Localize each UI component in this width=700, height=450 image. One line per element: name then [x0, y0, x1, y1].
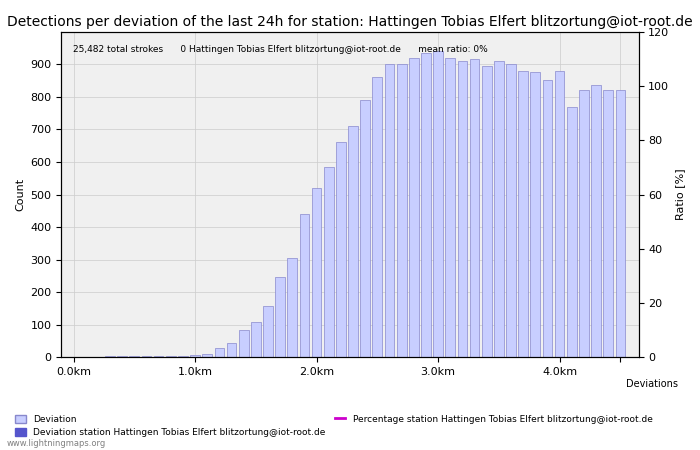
- Text: Deviations: Deviations: [626, 378, 678, 389]
- Bar: [202, 354, 212, 357]
- Text: www.lightningmaps.org: www.lightningmaps.org: [7, 439, 106, 448]
- Bar: [518, 71, 528, 357]
- Y-axis label: Ratio [%]: Ratio [%]: [675, 169, 685, 220]
- Bar: [227, 343, 237, 357]
- Bar: [251, 322, 260, 357]
- Bar: [384, 64, 394, 357]
- Bar: [300, 214, 309, 357]
- Bar: [312, 188, 321, 357]
- Bar: [105, 356, 115, 357]
- Y-axis label: Count: Count: [15, 178, 25, 211]
- Bar: [542, 81, 552, 357]
- Bar: [567, 107, 577, 357]
- Bar: [214, 348, 224, 357]
- Bar: [154, 356, 164, 357]
- Legend: Deviation, Deviation station Hattingen Tobias Elfert blitzortung@iot-root.de, Pe: Deviation, Deviation station Hattingen T…: [11, 411, 656, 441]
- Bar: [470, 59, 480, 357]
- Bar: [288, 258, 297, 357]
- Bar: [239, 330, 248, 357]
- Bar: [615, 90, 625, 357]
- Bar: [409, 58, 419, 357]
- Bar: [592, 86, 601, 357]
- Bar: [324, 167, 334, 357]
- Bar: [531, 72, 540, 357]
- Bar: [421, 53, 430, 357]
- Bar: [482, 66, 491, 357]
- Bar: [372, 77, 382, 357]
- Bar: [178, 356, 188, 357]
- Bar: [141, 356, 151, 357]
- Bar: [118, 356, 127, 357]
- Bar: [555, 71, 564, 357]
- Bar: [130, 356, 139, 357]
- Bar: [348, 126, 358, 357]
- Bar: [494, 61, 504, 357]
- Bar: [458, 61, 468, 357]
- Bar: [397, 64, 407, 357]
- Bar: [603, 90, 613, 357]
- Bar: [579, 90, 589, 357]
- Bar: [275, 277, 285, 357]
- Text: 25,482 total strokes      0 Hattingen Tobias Elfert blitzortung@iot-root.de     : 25,482 total strokes 0 Hattingen Tobias …: [73, 45, 488, 54]
- Bar: [433, 51, 443, 357]
- Bar: [360, 100, 370, 357]
- Bar: [336, 142, 346, 357]
- Bar: [506, 64, 516, 357]
- Bar: [166, 356, 176, 357]
- Title: Detections per deviation of the last 24h for station: Hattingen Tobias Elfert bl: Detections per deviation of the last 24h…: [7, 15, 693, 29]
- Bar: [190, 355, 200, 357]
- Bar: [445, 58, 455, 357]
- Bar: [263, 306, 273, 357]
